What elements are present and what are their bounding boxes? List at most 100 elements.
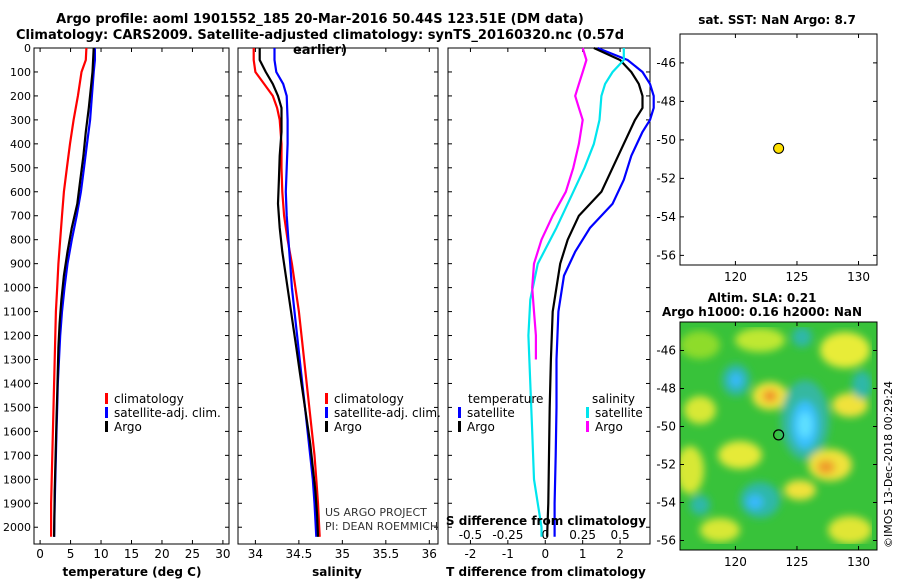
- y-tick-label: 1400: [3, 377, 31, 390]
- lon-tick-label: 120: [724, 555, 747, 569]
- x-tick-label: 20: [154, 547, 169, 561]
- legend-argo: Argo: [114, 420, 142, 434]
- sla-map: Altim. SLA: 0.21 Argo h1000: 0.16 h2000:…: [656, 291, 878, 569]
- legend-satellite-adj: satellite-adj. clim.: [114, 406, 221, 420]
- argo-location-marker: [773, 142, 785, 154]
- chart-title-line1: Argo profile: aoml 1901552_185 20-Mar-20…: [56, 12, 584, 27]
- legend-s-argo: Argo: [595, 420, 623, 434]
- x-tick-label: 35: [335, 547, 350, 561]
- legend-satellite-adj: satellite-adj. clim.: [334, 406, 441, 420]
- y-tick-label: 1900: [3, 497, 31, 510]
- y-tick-label: 2000: [3, 521, 31, 534]
- y-tick-label: 1600: [3, 425, 31, 438]
- x-tick-label: 0: [36, 547, 44, 561]
- y-tick-label: 200: [10, 90, 31, 103]
- s-tick-label: 0.5: [611, 528, 630, 542]
- lat-tick-label: -56: [656, 534, 676, 548]
- legend-temperature-title: temperature: [468, 392, 543, 406]
- legend-s-satellite: satellite: [595, 406, 643, 420]
- legend-argo: Argo: [334, 420, 362, 434]
- x-tick-label: 30: [215, 547, 230, 561]
- lat-tick-label: -52: [656, 458, 676, 472]
- y-tick-label: 0: [24, 42, 31, 55]
- s-tick-label: -0.25: [492, 528, 523, 542]
- y-tick-label: 300: [10, 114, 31, 127]
- series-line: [49, 47, 88, 537]
- y-tick-label: 1800: [3, 473, 31, 486]
- y-tick-label: 1100: [3, 306, 31, 319]
- y-tick-label: 1200: [3, 330, 31, 343]
- sst-map: sat. SST: NaN Argo: 8.7 -46 -48 -50 -52 -54 -…: [656, 13, 878, 284]
- x-tick-label: 36: [422, 547, 437, 561]
- x-tick-label: 2: [616, 547, 624, 561]
- lat-tick-label: -46: [656, 344, 676, 358]
- x-tick-label: 25: [185, 547, 200, 561]
- x-tick-label: -1: [502, 547, 514, 561]
- s-tick-label: 0: [541, 528, 549, 542]
- imos-credit: ©IMOS 13-Dec-2018 00:29:24: [882, 381, 895, 548]
- legend-t-satellite: satellite: [467, 406, 515, 420]
- y-tick-label: 1000: [3, 282, 31, 295]
- y-tick-label: 1700: [3, 449, 31, 462]
- lat-tick-label: -48: [656, 382, 676, 396]
- lon-tick-label: 130: [847, 555, 870, 569]
- sst-map-title: sat. SST: NaN Argo: 8.7: [698, 13, 856, 27]
- series-line: [531, 47, 588, 360]
- series-line: [546, 46, 644, 537]
- chart-title-line2: Climatology: CARS2009. Satellite-adjuste…: [15, 28, 625, 58]
- legend-climatology: climatology: [114, 392, 184, 406]
- s-tick-label: 0.25: [569, 528, 596, 542]
- series-line: [258, 48, 320, 537]
- lat-tick-label: -52: [656, 171, 676, 185]
- lon-tick-label: 125: [786, 270, 809, 284]
- lon-tick-label: 125: [786, 555, 809, 569]
- lat-tick-label: -50: [656, 133, 676, 147]
- lat-tick-label: -54: [656, 210, 676, 224]
- series-line: [553, 46, 655, 537]
- lat-tick-label: -54: [656, 496, 676, 510]
- lat-tick-label: -48: [656, 94, 676, 108]
- difference-panel: -2 -1 0 1 2 -0.5 -0.25 0 0.25 0.5 S difference fr…: [446, 46, 655, 579]
- y-tick-label: 1500: [3, 401, 31, 414]
- y-tick-label: 100: [10, 66, 31, 79]
- x-tick-label: 0: [541, 547, 549, 561]
- y-tick-label: 500: [10, 162, 31, 175]
- x-tick-label: -2: [464, 547, 476, 561]
- y-tick-label: 600: [10, 186, 31, 199]
- difference-legend: temperature satellite Argo salinity sate…: [458, 392, 643, 434]
- y-tick-label: 800: [10, 234, 31, 247]
- series-line: [53, 47, 95, 537]
- salinity-legend: climatology satellite-adj. clim. Argo: [325, 392, 441, 434]
- x-tick-label: 34.5: [286, 547, 313, 561]
- lon-tick-label: 120: [724, 270, 747, 284]
- s-tick-label: -0.5: [459, 528, 482, 542]
- y-tick-label: 400: [10, 138, 31, 151]
- x-tick-label: 15: [124, 547, 139, 561]
- x-tick-label: 1: [579, 547, 587, 561]
- s-difference-label: S difference from climatology: [446, 514, 646, 528]
- salinity-xlabel: salinity: [312, 565, 362, 579]
- project-annotation: US ARGO PROJECT: [325, 506, 427, 519]
- temperature-panel: 0100200300400500600700800900100011001200…: [3, 42, 231, 579]
- x-tick-label: 34: [248, 547, 263, 561]
- salinity-panel: 34 34.5 35 35.5 36 salinity climatology sate…: [237, 47, 441, 579]
- y-tick-label: 1300: [3, 353, 31, 366]
- t-difference-xlabel: T difference from climatology: [446, 565, 646, 579]
- sla-map-title-2: Argo h1000: 0.16 h2000: NaN: [662, 305, 862, 319]
- legend-climatology: climatology: [334, 392, 404, 406]
- lat-tick-label: -46: [656, 56, 676, 70]
- legend-salinity-title: salinity: [592, 392, 635, 406]
- sla-map-title-1: Altim. SLA: 0.21: [708, 291, 817, 305]
- temperature-xlabel: temperature (deg C): [63, 565, 202, 579]
- sla-field: [680, 322, 877, 550]
- series-line: [53, 48, 97, 537]
- x-tick-label: 5: [67, 547, 75, 561]
- series-line: [273, 48, 318, 537]
- x-tick-label: 10: [93, 547, 108, 561]
- lat-tick-label: -56: [656, 248, 676, 262]
- legend-t-argo: Argo: [467, 420, 495, 434]
- pi-annotation: PI: DEAN ROEMMICH: [325, 520, 438, 533]
- x-tick-label: 35.5: [372, 547, 399, 561]
- lon-tick-label: 130: [847, 270, 870, 284]
